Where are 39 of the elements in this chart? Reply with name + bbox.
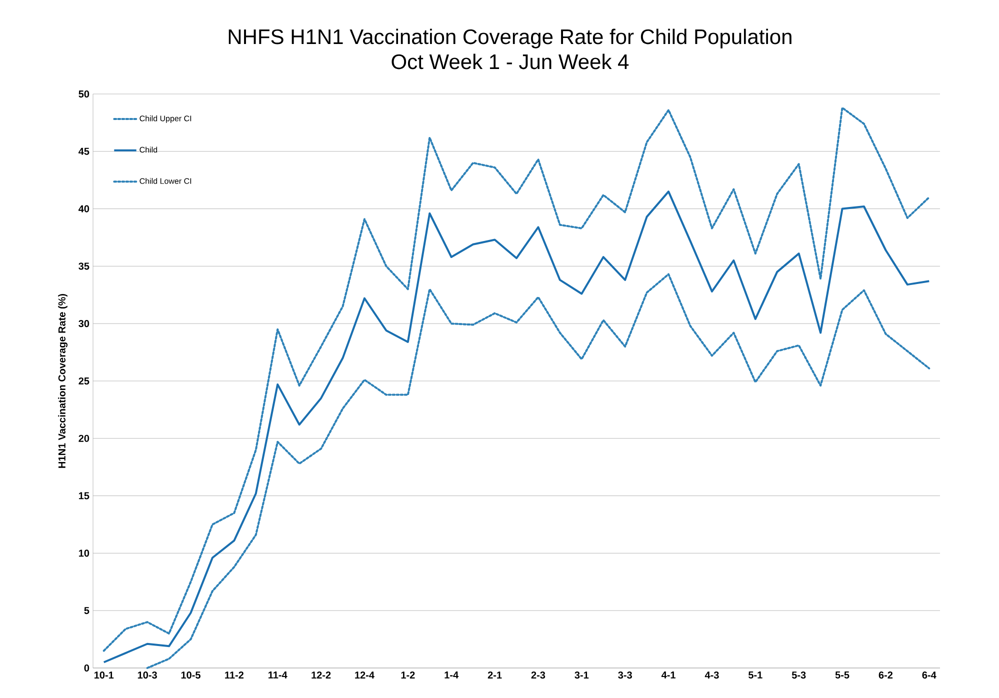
y-axis-title: H1N1 Vaccination Coverage Rate (%)	[58, 294, 68, 468]
legend-label: Child Upper CI	[140, 115, 192, 123]
chart-title: NHFS H1N1 Vaccination Coverage Rate for Child Population	[228, 28, 792, 48]
x-tick-label: 3-3	[618, 672, 632, 679]
x-tick-label: 10-1	[94, 672, 114, 679]
x-tick-label: 5-5	[835, 672, 850, 678]
x-tick-label: 12-4	[355, 672, 374, 678]
y-tick-label: 15	[78, 492, 90, 500]
y-tick-label: 20	[78, 434, 90, 442]
x-tick-label: 5-3	[792, 672, 806, 679]
y-tick-label: 40	[78, 205, 90, 212]
x-tick-label: 6-2	[878, 672, 893, 679]
x-tick-label: 2-1	[488, 672, 502, 678]
y-tick-label: 45	[78, 148, 90, 155]
y-tick-label: 10	[78, 550, 90, 557]
legend-label: Child Lower CI	[140, 178, 192, 184]
x-tick-label: 3-1	[574, 672, 589, 679]
y-tick-label: 0	[84, 664, 90, 672]
x-tick-label: 5-1	[748, 672, 762, 678]
x-tick-label: 2-3	[531, 672, 546, 679]
x-tick-label: 10-5	[181, 672, 200, 679]
y-tick-label: 25	[78, 377, 90, 385]
y-tick-label: 5	[84, 607, 90, 614]
y-tick-label: 50	[78, 90, 90, 98]
y-tick-label: 30	[78, 320, 90, 328]
x-tick-label: 11-4	[268, 672, 288, 678]
x-tick-label: 11-2	[225, 672, 244, 678]
x-tick-label: 10-3	[138, 672, 157, 679]
y-tick-label: 35	[78, 262, 90, 270]
chart-subtitle: Oct Week 1 - Jun Week 4	[392, 54, 629, 70]
line-series	[102, 190, 930, 664]
x-tick-label: 1-2	[401, 672, 415, 678]
x-tick-label: 4-1	[661, 672, 676, 678]
legend-label: Child	[140, 146, 158, 153]
line-series	[102, 106, 930, 652]
x-tick-label: 6-4	[922, 672, 936, 679]
x-tick-label: 12-2	[312, 672, 331, 678]
x-tick-label: 1-4	[444, 672, 459, 678]
x-tick-label: 4-3	[704, 672, 719, 679]
